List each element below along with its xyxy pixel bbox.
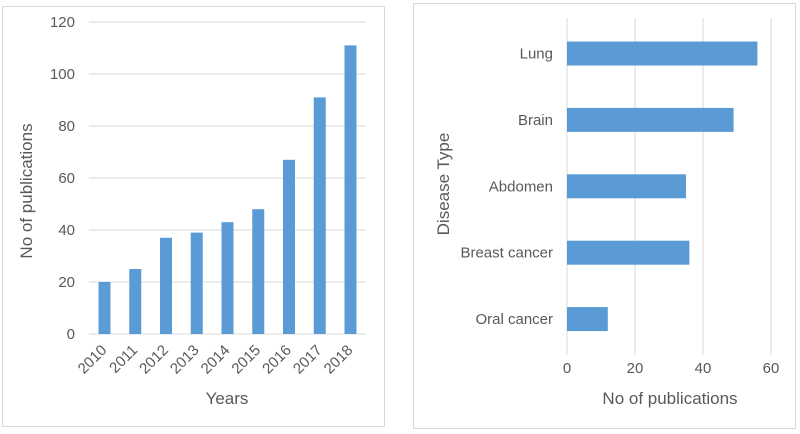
bar-2018	[344, 45, 357, 335]
publications-by-disease-bar-chart: Lung Brain Abdomen Breast cancer Oral cancer…	[434, 18, 780, 408]
bar-2016	[283, 159, 295, 334]
y-tick-label: 40	[58, 222, 75, 239]
y-tick-label: 80	[58, 118, 75, 135]
publications-by-year-panel: 0 20 40 60 80 100 120 2010 2011 2012 2013 2014 2015…	[2, 6, 385, 427]
left-y-axis-title: No of publications	[17, 123, 36, 258]
x-tick-label-2010: 2010	[75, 342, 111, 378]
bar-2017	[313, 97, 326, 335]
bar-2013	[190, 232, 203, 334]
x-tick-label-2012: 2012	[136, 342, 172, 378]
y-tick-label: 100	[50, 66, 75, 83]
x-tick-label: 40	[695, 360, 712, 377]
category-label-breast-cancer: Breast cancer	[460, 245, 553, 262]
category-label-abdomen: Abdomen	[489, 178, 553, 195]
bar-2010	[98, 282, 111, 334]
bar-breast-cancer	[567, 240, 690, 265]
x-tick-label-2011: 2011	[106, 342, 141, 377]
left-chart-y-tick-labels: 0 20 40 60 80 100 120	[50, 14, 75, 343]
x-tick-label-2018: 2018	[321, 342, 357, 378]
publications-by-disease-panel: Lung Brain Abdomen Breast cancer Oral cancer…	[413, 3, 796, 429]
bar-2015	[252, 209, 265, 334]
left-x-axis-title: Years	[206, 389, 249, 408]
x-tick-label: 20	[627, 360, 644, 377]
left-chart-bars	[98, 45, 357, 335]
right-chart-category-labels: Lung Brain Abdomen Breast cancer Oral cancer	[460, 46, 553, 329]
category-label-brain: Brain	[518, 112, 553, 129]
x-tick-label: 0	[563, 360, 571, 377]
x-tick-label-2013: 2013	[167, 342, 203, 378]
x-tick-label: 60	[763, 360, 780, 377]
right-chart-bars	[567, 41, 758, 332]
category-label-lung: Lung	[520, 46, 553, 63]
x-tick-label-2015: 2015	[228, 342, 264, 378]
y-tick-label: 20	[58, 274, 75, 291]
category-label-oral-cancer: Oral cancer	[475, 311, 553, 328]
bar-brain	[567, 107, 734, 132]
y-tick-label: 120	[50, 14, 75, 31]
right-x-axis-title: No of publications	[602, 389, 737, 408]
bar-2014	[221, 222, 234, 334]
y-tick-label: 60	[58, 170, 75, 187]
publications-by-year-bar-chart: 0 20 40 60 80 100 120 201020112012201320142015…	[17, 14, 366, 408]
right-y-axis-title: Disease Type	[434, 133, 453, 236]
bar-lung	[567, 41, 758, 66]
y-tick-label: 0	[67, 326, 75, 343]
bar-2012	[160, 237, 172, 334]
x-tick-label-2016: 2016	[259, 342, 295, 378]
bar-oral-cancer	[567, 307, 608, 332]
right-chart-x-tick-labels: 0 20 40 60	[563, 360, 780, 377]
x-tick-label-2017: 2017	[290, 342, 326, 378]
bar-abdomen	[567, 174, 686, 199]
bar-2011	[129, 269, 142, 334]
x-tick-label-2014: 2014	[198, 342, 234, 378]
